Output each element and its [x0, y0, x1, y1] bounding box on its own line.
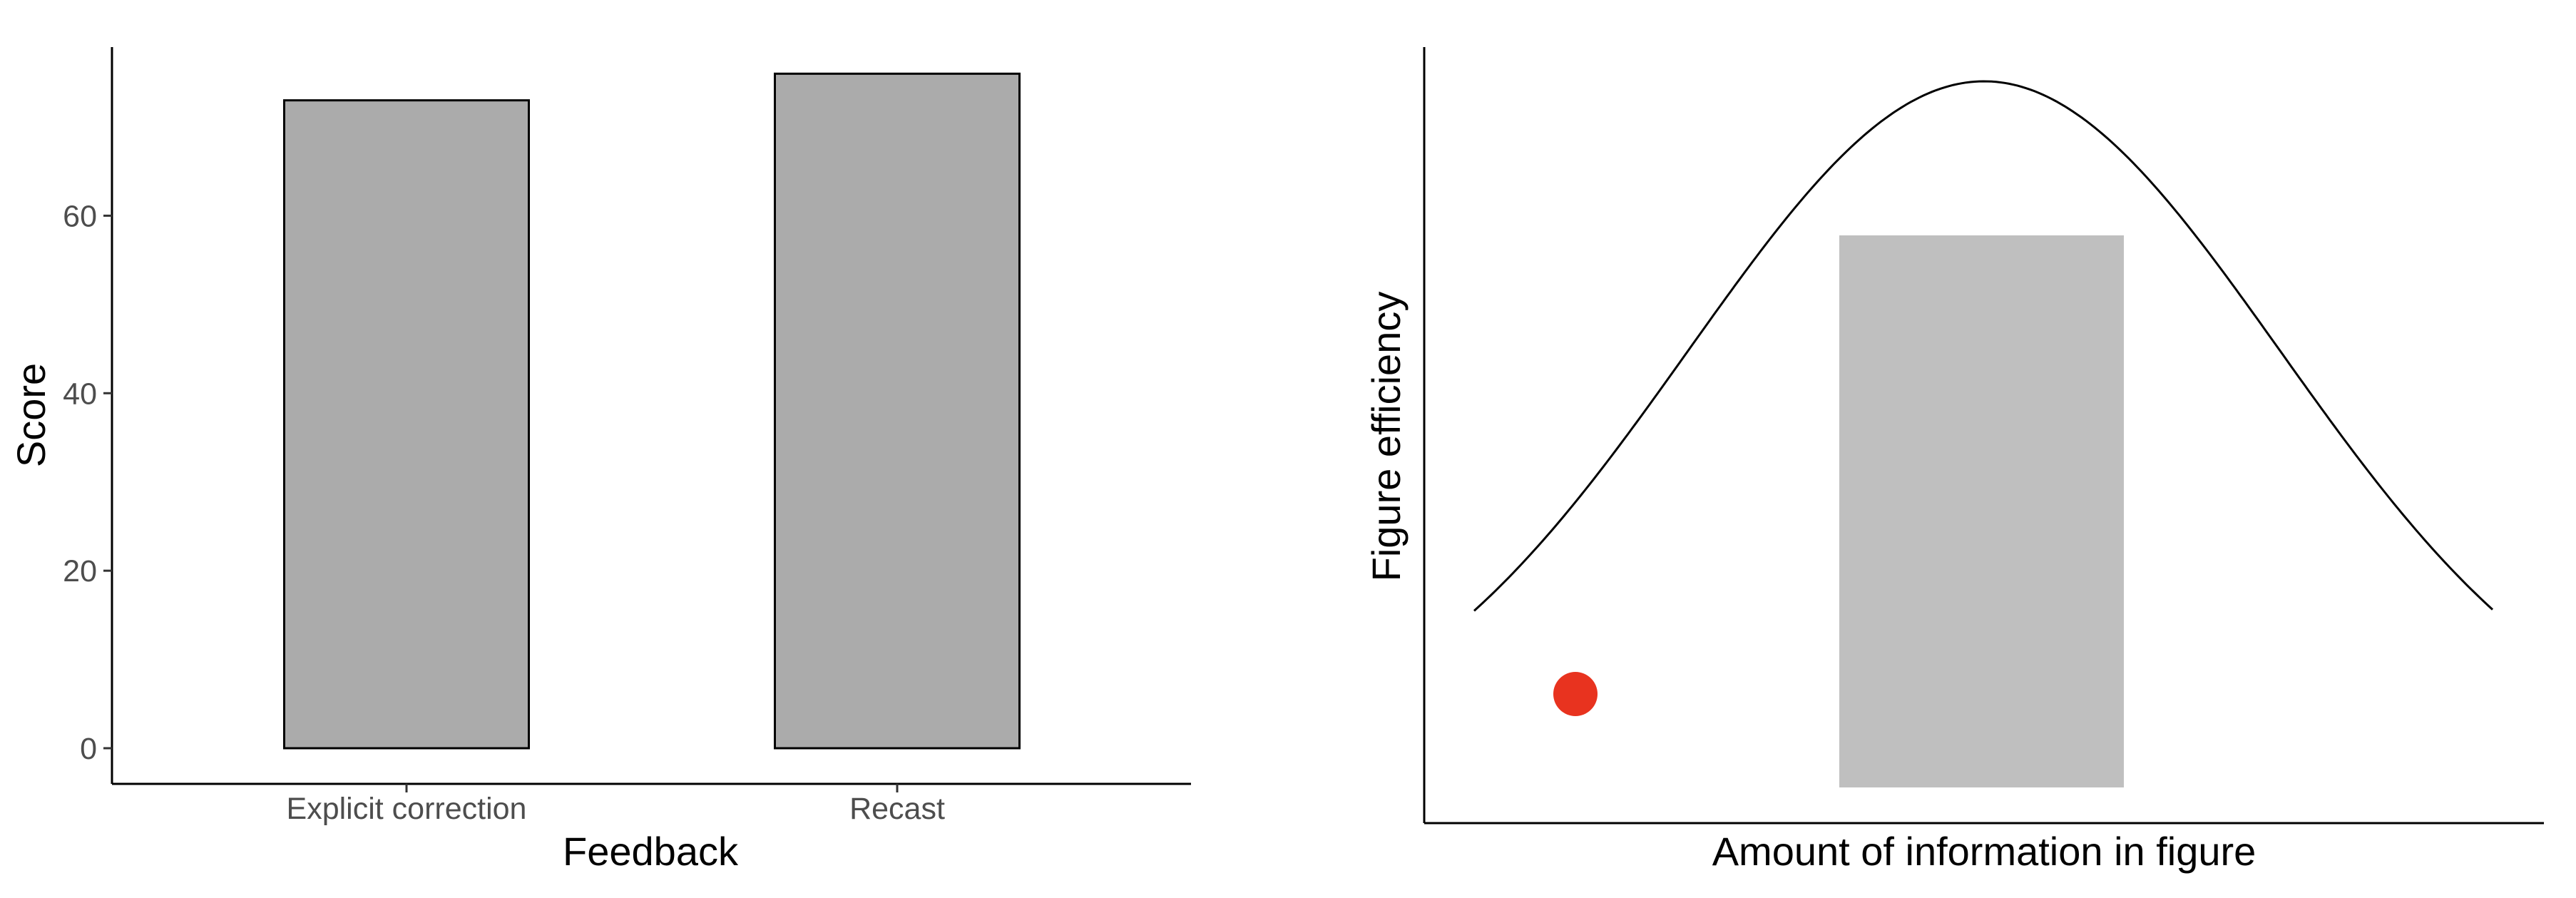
x-ticks: Explicit correction Recast — [287, 784, 945, 826]
y-axis-title: Score — [9, 363, 53, 467]
optimal-range-band — [1839, 235, 2124, 787]
x-axis-title: Feedback — [563, 829, 739, 874]
efficiency-curve — [1473, 80, 2494, 612]
y-ticks: 0 20 40 60 — [63, 199, 112, 766]
x-tick-label: Recast — [849, 792, 945, 826]
y-tick-label-40: 40 — [63, 377, 97, 411]
bar-group — [283, 72, 1021, 750]
y-tick-label-20: 20 — [63, 554, 97, 588]
bar-explicit-correction — [283, 99, 530, 750]
y-tick-label-60: 60 — [63, 199, 97, 233]
y-tick-label-0: 0 — [80, 732, 97, 766]
bar-chart-panel: 0 20 40 60 Explicit correction Recast Feedba… — [9, 47, 1191, 874]
x-axis-title-right: Amount of information in figure — [1712, 829, 2256, 874]
x-tick-label: Explicit correction — [287, 792, 527, 826]
efficiency-chart-panel: Amount of information in figure Figure e… — [1364, 47, 2544, 874]
highlight-point — [1553, 672, 1598, 716]
bar-recast — [774, 72, 1021, 750]
y-axis-title-right: Figure efficiency — [1364, 292, 1409, 582]
